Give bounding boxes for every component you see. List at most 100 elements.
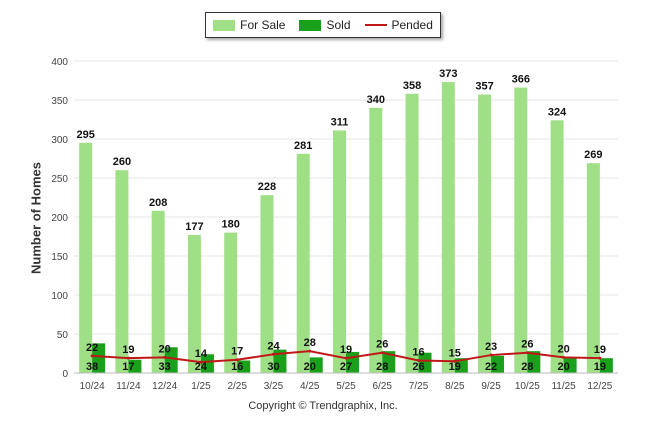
x-tick-label: 12/24 <box>152 381 177 392</box>
for-sale-data-label: 269 <box>584 149 602 161</box>
legend-item-for-sale[interactable]: For Sale <box>213 18 285 32</box>
for-sale-data-label: 366 <box>512 74 530 86</box>
pended-data-label: 14 <box>195 348 208 360</box>
chart-legend: For Sale Sold Pended <box>205 12 441 38</box>
for-sale-bar <box>441 82 455 373</box>
pended-data-label: 26 <box>376 339 388 351</box>
for-sale-bar <box>296 153 310 373</box>
pended-swatch <box>364 24 387 26</box>
sold-data-label: 19 <box>594 361 606 373</box>
sold-data-label: 19 <box>449 361 461 373</box>
x-tick-label: 10/25 <box>515 381 540 392</box>
pended-point <box>489 353 493 357</box>
legend-label-sold: Sold <box>326 18 351 32</box>
sold-bar <box>454 358 468 373</box>
for-sale-data-label: 311 <box>331 116 349 128</box>
sold-data-label: 20 <box>304 361 316 373</box>
for-sale-bar <box>586 163 600 373</box>
pended-data-label: 15 <box>449 347 461 359</box>
x-tick-label: 10/24 <box>80 381 105 392</box>
sold-data-label: 38 <box>86 361 98 373</box>
for-sale-bar <box>260 195 274 373</box>
y-tick-label: 0 <box>62 369 68 380</box>
pended-point <box>525 351 529 355</box>
y-tick-label: 50 <box>57 330 69 341</box>
sold-data-label: 16 <box>231 361 243 373</box>
for-sale-bar <box>369 107 383 374</box>
sold-data-label: 20 <box>557 361 569 373</box>
pended-point <box>562 355 566 359</box>
sold-bar <box>128 359 142 373</box>
sold-data-label: 28 <box>521 361 533 373</box>
for-sale-data-label: 358 <box>403 80 421 92</box>
pended-point <box>453 359 457 363</box>
legend-item-pended[interactable]: Pended <box>364 18 433 32</box>
pended-point <box>235 358 239 362</box>
sold-data-label: 33 <box>159 361 171 373</box>
sold-bar <box>563 357 577 373</box>
sold-bar <box>382 351 396 373</box>
pended-data-label: 20 <box>159 343 171 355</box>
for-sale-data-label: 357 <box>475 81 493 93</box>
pended-data-label: 20 <box>557 343 569 355</box>
sold-bar <box>237 360 251 373</box>
sold-data-label: 30 <box>267 361 279 373</box>
sold-bar <box>273 349 287 373</box>
pended-data-label: 19 <box>594 344 606 356</box>
sold-bar <box>599 358 613 373</box>
pended-data-label: 19 <box>122 344 134 356</box>
for-sale-data-label: 177 <box>185 221 203 233</box>
pended-data-label: 23 <box>485 341 497 353</box>
x-tick-label: 5/25 <box>336 381 356 392</box>
y-tick-label: 400 <box>51 57 68 68</box>
sold-bar <box>164 347 178 373</box>
for-sale-data-label: 340 <box>367 94 385 106</box>
legend-item-sold[interactable]: Sold <box>299 18 351 32</box>
for-sale-data-label: 281 <box>294 140 312 152</box>
pended-point <box>271 352 275 356</box>
x-tick-label: 4/25 <box>300 381 320 392</box>
pended-data-label: 28 <box>304 337 316 349</box>
for-sale-data-label: 228 <box>258 181 276 193</box>
sold-data-label: 17 <box>122 361 134 373</box>
sold-data-label: 24 <box>195 361 208 373</box>
y-tick-label: 100 <box>51 291 68 302</box>
pended-point <box>199 360 203 364</box>
pended-data-label: 22 <box>86 342 98 354</box>
x-tick-label: 2/25 <box>227 381 247 392</box>
x-tick-label: 1/25 <box>191 381 211 392</box>
for-sale-bar <box>187 234 201 373</box>
for-sale-data-label: 295 <box>76 129 94 141</box>
legend-label-pended: Pended <box>391 18 433 32</box>
for-sale-swatch <box>213 19 236 31</box>
for-sale-bar <box>151 210 165 373</box>
for-sale-bar <box>550 120 564 373</box>
sold-data-label: 28 <box>376 361 388 373</box>
y-tick-label: 150 <box>51 252 68 263</box>
for-sale-data-label: 208 <box>149 197 167 209</box>
pended-point <box>380 351 384 355</box>
y-tick-label: 250 <box>51 174 68 185</box>
sold-bar <box>309 357 323 373</box>
for-sale-bar <box>79 142 93 373</box>
sold-bar <box>92 343 106 373</box>
pended-data-label: 16 <box>412 347 424 359</box>
y-tick-label: 350 <box>51 96 68 107</box>
pended-point <box>126 356 130 360</box>
sold-data-label: 27 <box>340 361 352 373</box>
for-sale-data-label: 180 <box>222 219 240 231</box>
x-tick-label: 12/25 <box>587 381 612 392</box>
x-tick-label: 11/24 <box>116 381 141 392</box>
pended-data-label: 17 <box>231 346 243 358</box>
x-tick-label: 8/25 <box>445 381 465 392</box>
x-tick-label: 6/25 <box>373 381 393 392</box>
pended-point <box>163 355 167 359</box>
pended-data-label: 24 <box>267 340 280 352</box>
for-sale-data-label: 373 <box>439 68 457 80</box>
x-tick-label: 9/25 <box>481 381 501 392</box>
sold-swatch <box>299 19 322 31</box>
for-sale-bar <box>478 94 492 373</box>
pended-point <box>90 354 94 358</box>
pended-data-label: 26 <box>521 339 533 351</box>
